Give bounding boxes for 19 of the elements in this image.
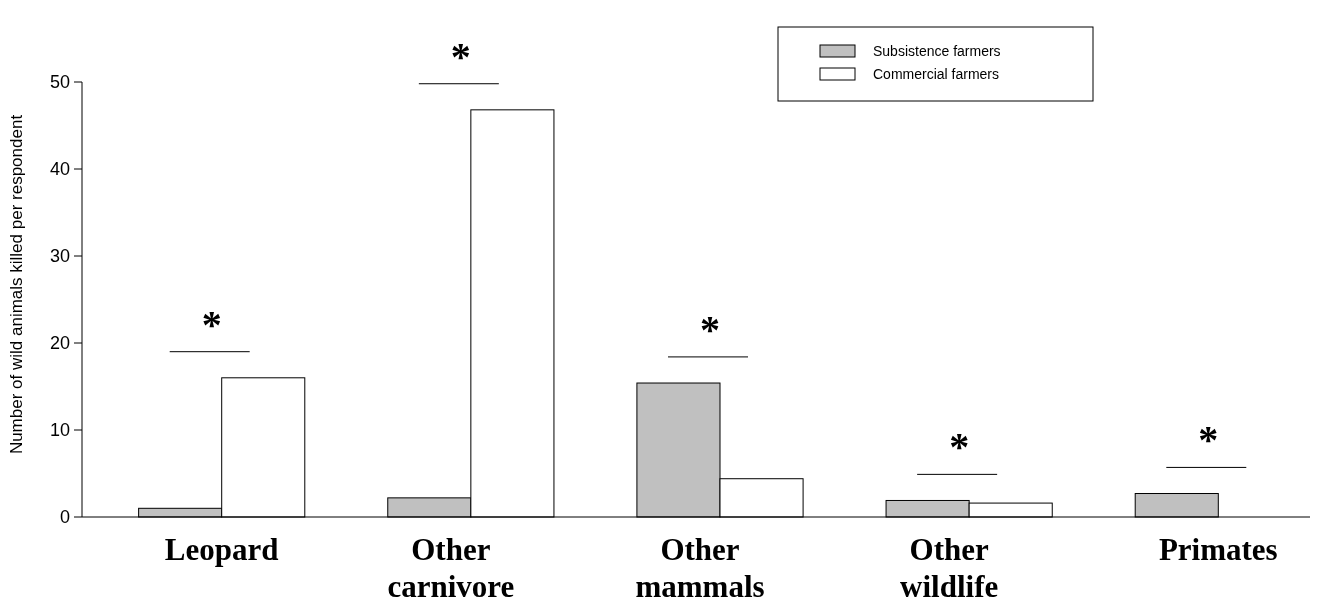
- x-tick-label: Other wildlife: [900, 532, 999, 604]
- annotation: *: [1198, 417, 1219, 463]
- annotation: *: [201, 301, 222, 347]
- legend-label: Commercial farmers: [873, 65, 1000, 82]
- y-tick-label: 50: [49, 72, 70, 93]
- x-tick-label: Other mammals: [635, 532, 765, 604]
- text: *: [450, 33, 471, 79]
- y-tick-label: 10: [49, 420, 70, 441]
- x-tick-label: Leopard: [164, 532, 279, 567]
- x-tick-label: Other carnivore: [387, 532, 515, 604]
- x-tick-label: Primates: [1158, 532, 1278, 567]
- legend-label: Subsistence farmers: [873, 42, 1001, 59]
- annotation: *: [949, 424, 970, 470]
- y-tick-label: 0: [59, 507, 70, 528]
- y-tick-label: 40: [49, 159, 70, 180]
- y-tick-label: 30: [49, 246, 70, 267]
- y-axis-title: Number of wild animals killed per respondent: [7, 114, 26, 455]
- annotation: *: [700, 306, 720, 352]
- y-tick-label: 20: [49, 333, 70, 354]
